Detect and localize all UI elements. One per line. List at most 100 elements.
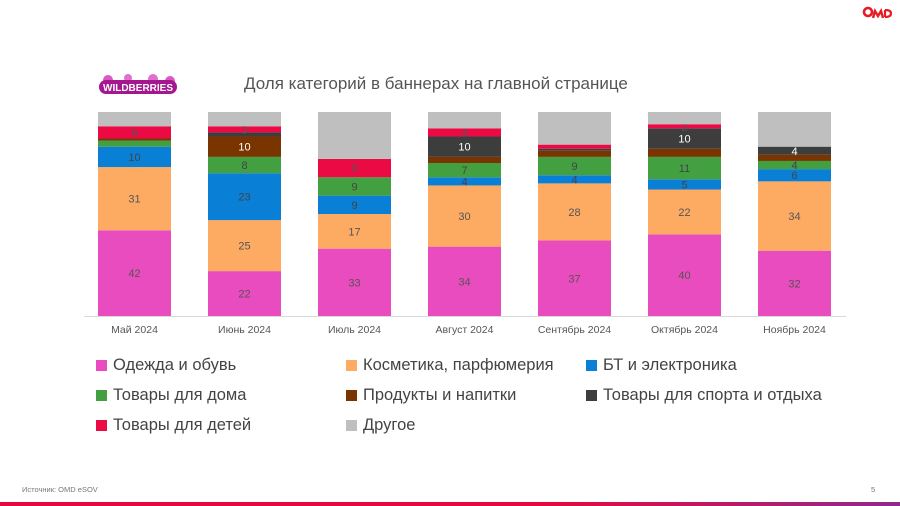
chart-title: Доля категорий в баннерах на главной стр… <box>244 74 628 93</box>
legend-label: Товары для спорта и отдыха <box>603 386 822 404</box>
data-label: 6 <box>131 127 137 139</box>
x-tick-label: Ноябрь 2024 <box>763 324 826 336</box>
bar-segment <box>648 234 721 316</box>
bar-segment <box>758 146 831 155</box>
data-label: 5 <box>681 179 687 191</box>
x-tick-label: Август 2024 <box>436 324 494 336</box>
data-label: 10 <box>128 152 140 164</box>
bar-segment <box>538 175 611 184</box>
legend-item: Другое <box>346 416 415 435</box>
bar-segment <box>758 160 831 170</box>
bar-segment <box>98 146 171 168</box>
data-label: 37 <box>568 273 580 285</box>
legend-item: Продукты и напитки <box>346 386 516 405</box>
bar-segment <box>428 112 501 129</box>
omd-logo <box>862 6 892 19</box>
data-label: 9 <box>571 161 577 173</box>
bar-segment <box>538 240 611 316</box>
bar-segment <box>428 246 501 316</box>
bar-segment <box>428 136 501 157</box>
bar-segment <box>208 271 281 316</box>
data-label: 31 <box>128 194 140 206</box>
data-label: 22 <box>238 289 250 301</box>
data-label: 4 <box>791 146 797 158</box>
bar-segment <box>648 128 721 149</box>
data-label: 6 <box>791 170 797 182</box>
data-label: 42 <box>128 268 140 280</box>
bar-segment <box>208 126 281 133</box>
legend-swatch <box>586 360 597 371</box>
legend-item: Товары для дома <box>96 386 246 405</box>
bar-segment <box>538 148 611 151</box>
data-label: 17 <box>348 226 360 238</box>
bar-segment <box>648 112 721 125</box>
bar-segment <box>648 156 721 180</box>
data-label: 10 <box>238 142 250 154</box>
data-label: 4 <box>461 127 467 139</box>
bar-segment <box>758 154 831 161</box>
data-label: 34 <box>788 211 800 223</box>
legend-label: Одежда и обувь <box>113 356 237 374</box>
data-label: 23 <box>238 192 250 204</box>
bar-segment <box>98 138 171 141</box>
data-label: 33 <box>348 277 360 289</box>
x-tick-label: Сентябрь 2024 <box>538 324 611 336</box>
legend-item: Товары для детей <box>96 416 251 435</box>
bar-segment <box>208 112 281 127</box>
legend-swatch <box>346 360 357 371</box>
bar-segment <box>538 112 611 145</box>
page-number: 5 <box>871 485 876 494</box>
bar-segment <box>428 185 501 247</box>
x-tick-label: Июль 2024 <box>328 324 381 336</box>
wildberries-logo: WILDBERRIES <box>99 74 177 94</box>
data-label: 40 <box>678 270 690 282</box>
bar-segment <box>98 167 171 231</box>
bar-segment <box>208 173 281 221</box>
bar-segment <box>318 177 391 196</box>
bar-segment <box>428 163 501 178</box>
legend-label: Товары для дома <box>113 386 247 404</box>
bar-segment <box>208 132 281 137</box>
bar-segment <box>758 169 831 182</box>
data-label: 9 <box>351 181 357 193</box>
data-label: 4 <box>461 176 467 188</box>
bar-segment <box>648 189 721 235</box>
bar-segment <box>538 156 611 176</box>
bar-segment <box>318 214 391 249</box>
bar-segment <box>98 112 171 127</box>
data-label: 34 <box>458 276 470 288</box>
x-tick-label: Октябрь 2024 <box>651 324 718 336</box>
data-label: 28 <box>568 207 580 219</box>
x-tick-label: Май 2024 <box>111 324 158 336</box>
data-label: 9 <box>351 200 357 212</box>
bar-segment <box>758 112 831 147</box>
bar-segment <box>758 250 831 316</box>
data-label: 4 <box>571 174 577 186</box>
source-note: Источник: OMD eSOV <box>22 485 98 494</box>
bar-segment <box>98 230 171 316</box>
bar-segment <box>208 156 281 174</box>
bar-segment <box>318 112 391 159</box>
legend-item: Товары для спорта и отдыха <box>586 386 822 405</box>
bar-segment <box>648 124 721 129</box>
data-label: 10 <box>678 134 690 146</box>
legend-label: Товары для детей <box>113 416 252 434</box>
bar-segment <box>318 158 391 178</box>
x-tick-label: Июнь 2024 <box>218 324 271 336</box>
bar-segment <box>648 148 721 157</box>
bar-segment <box>758 181 831 251</box>
bar-segment <box>98 140 171 147</box>
bar-segment <box>428 128 501 137</box>
data-label: 4 <box>791 160 797 172</box>
legend-swatch <box>96 390 107 401</box>
data-label: 30 <box>458 211 470 223</box>
data-label: 22 <box>678 207 690 219</box>
legend-swatch <box>346 420 357 431</box>
data-label: 32 <box>788 278 800 290</box>
legend-swatch <box>96 360 107 371</box>
legend-swatch <box>346 390 357 401</box>
bar-segment <box>538 144 611 149</box>
data-label: 7 <box>461 165 467 177</box>
logo-text: WILDBERRIES <box>103 83 173 94</box>
